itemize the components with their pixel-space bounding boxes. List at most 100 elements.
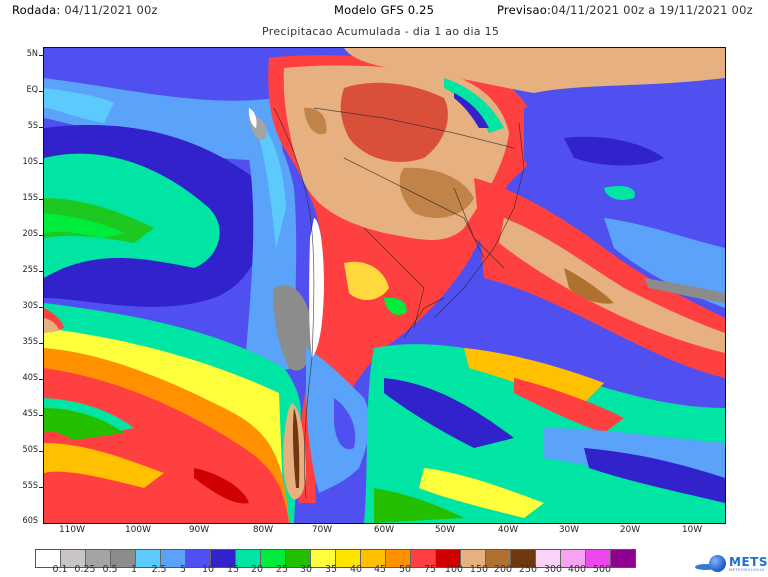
legend-label: 150 [469, 564, 489, 575]
legend-swatch [286, 550, 311, 567]
legend-swatch [86, 550, 111, 567]
logo-name: METSUL [729, 555, 768, 569]
lat-tick [39, 163, 43, 164]
lon-label: 110W [58, 525, 86, 535]
lat-label: 10S [22, 157, 38, 167]
legend-swatch [111, 550, 136, 567]
lat-label: 40S [22, 373, 38, 383]
legend-swatch [361, 550, 386, 567]
legend-label: 30 [299, 564, 313, 575]
color-legend [35, 549, 636, 568]
lat-tick [39, 307, 43, 308]
legend-swatch [336, 550, 361, 567]
lat-tick [39, 199, 43, 200]
precipitation-map [43, 47, 726, 524]
lon-label: 20W [619, 525, 641, 535]
forecast-info: Previsao:04/11/2021 00z a 19/11/2021 00z [497, 3, 753, 17]
legend-label: 45 [373, 564, 387, 575]
model-label: Modelo GFS 0.25 [334, 3, 435, 17]
legend-swatch [561, 550, 586, 567]
legend-label: 50 [398, 564, 412, 575]
legend-swatch [236, 550, 261, 567]
lon-label: 80W [252, 525, 274, 535]
legend-label: 5 [179, 564, 187, 575]
run-value: 04/11/2021 00z [64, 3, 158, 17]
globe-icon [709, 555, 726, 572]
lat-label: 45S [22, 409, 38, 419]
legend-swatch [461, 550, 486, 567]
legend-swatch [511, 550, 536, 567]
legend-label: 40 [349, 564, 363, 575]
legend-swatch [611, 550, 635, 567]
lat-tick [39, 343, 43, 344]
legend-swatch [161, 550, 186, 567]
lat-tick [39, 487, 43, 488]
lat-label: 55S [22, 481, 38, 491]
legend-swatch [36, 550, 61, 567]
precipitation-field [44, 48, 725, 523]
legend-label: 25 [275, 564, 289, 575]
model-info: Modelo GFS 0.25 [334, 3, 434, 17]
legend-label: 20 [250, 564, 264, 575]
legend-swatch [536, 550, 561, 567]
lon-label: 40W [497, 525, 519, 535]
lat-label: 5S [27, 121, 38, 131]
lat-tick [39, 271, 43, 272]
legend-label: 2.5 [151, 564, 167, 575]
lat-label: 5N [26, 49, 38, 59]
lat-label: 15S [22, 193, 38, 203]
lat-tick [39, 415, 43, 416]
lon-label: 30W [558, 525, 580, 535]
legend-label: 300 [543, 564, 563, 575]
legend-label: 0.25 [74, 564, 96, 575]
logo-swoosh-icon [695, 564, 717, 570]
run-info: Rodada: 04/11/2021 00z [12, 3, 158, 17]
lat-tick [39, 91, 43, 92]
legend-swatch [436, 550, 461, 567]
legend-label: 100 [444, 564, 464, 575]
lat-label: 60S [22, 516, 38, 526]
lat-label: 25S [22, 265, 38, 275]
lat-tick [39, 379, 43, 380]
legend-swatch [311, 550, 336, 567]
legend-swatch [211, 550, 236, 567]
lon-label: 50W [434, 525, 456, 535]
legend-label: 10 [201, 564, 215, 575]
legend-swatch [586, 550, 611, 567]
forecast-label: Previsao: [497, 3, 552, 17]
lat-label: 50S [22, 445, 38, 455]
lon-label: 10W [681, 525, 703, 535]
legend-swatch [411, 550, 436, 567]
legend-label: 1 [130, 564, 138, 575]
legend-swatch [386, 550, 411, 567]
legend-label: 500 [592, 564, 612, 575]
lat-tick [39, 55, 43, 56]
lat-tick [39, 127, 43, 128]
forecast-value: 04/11/2021 00z a 19/11/2021 00z [551, 3, 753, 17]
lon-label: 100W [124, 525, 152, 535]
lat-tick [39, 451, 43, 452]
lat-label: EQ [26, 85, 39, 95]
legend-swatch [186, 550, 211, 567]
lat-label: 30S [22, 301, 38, 311]
metsul-logo: METSUL METEOROLOGIA [695, 553, 768, 575]
legend-label: 15 [226, 564, 240, 575]
lon-label: 60W [373, 525, 395, 535]
lat-label: 35S [22, 337, 38, 347]
legend-label: 200 [493, 564, 513, 575]
legend-label: 35 [324, 564, 338, 575]
legend-label: 0.1 [52, 564, 68, 575]
legend-label: 250 [518, 564, 538, 575]
lon-label: 90W [188, 525, 210, 535]
run-label: Rodada: [12, 3, 61, 17]
legend-swatch [61, 550, 86, 567]
legend-label: 400 [567, 564, 587, 575]
legend-label: 0.5 [102, 564, 118, 575]
legend-swatch [136, 550, 161, 567]
logo-tagline: METEOROLOGIA [729, 568, 765, 572]
legend-swatch [486, 550, 511, 567]
lon-label: 70W [311, 525, 333, 535]
map-subtitle: Precipitacao Acumulada - dia 1 ao dia 15 [262, 25, 500, 38]
lat-label: 20S [22, 229, 38, 239]
legend-label: 75 [423, 564, 437, 575]
